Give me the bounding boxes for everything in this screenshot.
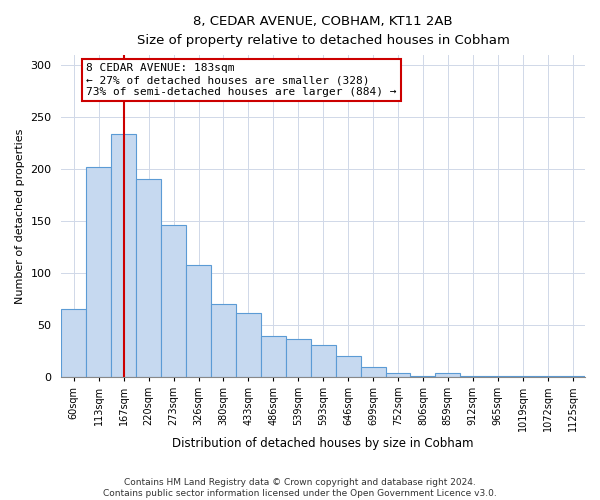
Bar	[111, 134, 136, 377]
Bar	[86, 167, 111, 377]
Bar	[236, 312, 261, 377]
Bar	[436, 373, 460, 377]
Bar	[161, 226, 186, 377]
Bar	[211, 304, 236, 377]
X-axis label: Distribution of detached houses by size in Cobham: Distribution of detached houses by size …	[172, 437, 474, 450]
Bar	[335, 356, 361, 377]
Bar	[386, 373, 410, 377]
Bar	[485, 376, 510, 377]
Bar	[186, 265, 211, 377]
Bar	[311, 344, 335, 377]
Bar	[361, 366, 386, 377]
Bar	[410, 376, 436, 377]
Bar	[460, 376, 485, 377]
Bar	[286, 338, 311, 377]
Bar	[535, 376, 560, 377]
Text: 8 CEDAR AVENUE: 183sqm
← 27% of detached houses are smaller (328)
73% of semi-de: 8 CEDAR AVENUE: 183sqm ← 27% of detached…	[86, 64, 397, 96]
Bar	[136, 178, 161, 377]
Bar	[61, 310, 86, 377]
Y-axis label: Number of detached properties: Number of detached properties	[15, 128, 25, 304]
Bar	[261, 336, 286, 377]
Bar	[510, 376, 535, 377]
Bar	[560, 376, 585, 377]
Title: 8, CEDAR AVENUE, COBHAM, KT11 2AB
Size of property relative to detached houses i: 8, CEDAR AVENUE, COBHAM, KT11 2AB Size o…	[137, 15, 509, 47]
Text: Contains HM Land Registry data © Crown copyright and database right 2024.
Contai: Contains HM Land Registry data © Crown c…	[103, 478, 497, 498]
